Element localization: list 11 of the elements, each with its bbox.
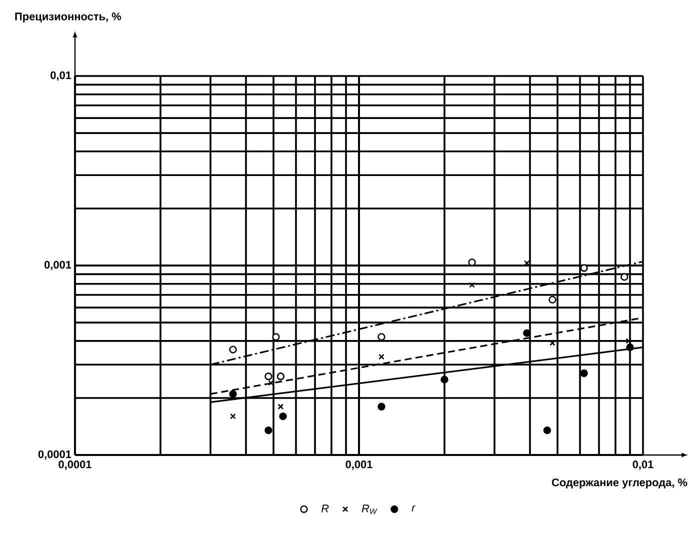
x-axis-title: Содержание углерода, % [552, 478, 688, 488]
y-tick-label: 0,0001 [38, 450, 72, 460]
x-tick-label: 0,001 [346, 460, 372, 470]
y-axis-title: Прецизионность, % [15, 12, 122, 22]
legend-label: r [412, 506, 416, 512]
y-tick-label: 0,001 [44, 260, 72, 270]
legend-label: R$_{W}$ [362, 504, 378, 514]
x-tick-label: 0,01 [632, 460, 654, 470]
legend-label: R [321, 504, 329, 512]
y-tick-label: 0,01 [50, 71, 72, 81]
x-tick-label: 0,0001 [58, 460, 92, 470]
